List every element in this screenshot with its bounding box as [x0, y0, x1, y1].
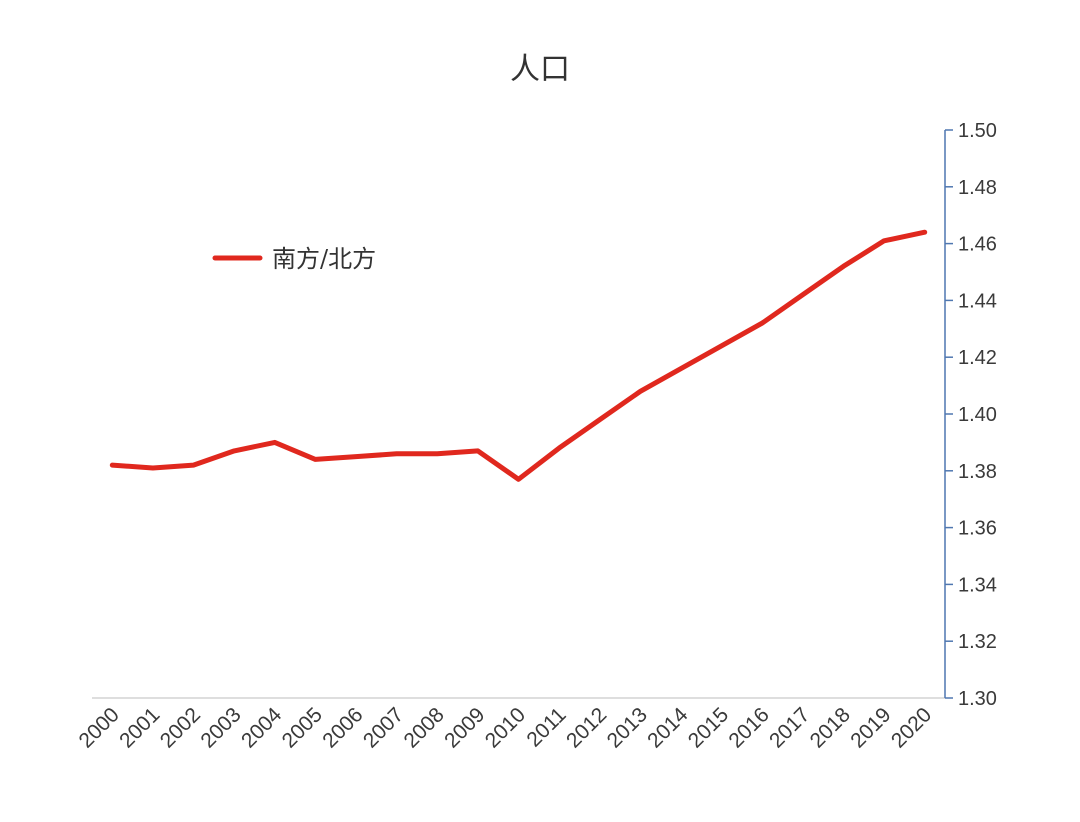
x-tick-label: 2013 — [603, 703, 652, 752]
y-axis-ticks: 1.30 1.32 1.34 1.36 1.38 1.40 1.42 1.44 1.46 1.48… — [945, 120, 997, 710]
y-tick-label: 1.38 — [958, 461, 997, 483]
x-tick-label: 2011 — [522, 703, 570, 751]
x-tick-label: 2007 — [359, 703, 408, 752]
x-tick-label: 2014 — [643, 703, 693, 753]
x-tick-label: 2006 — [318, 703, 367, 752]
x-tick-label: 2008 — [399, 703, 448, 752]
x-tick-label: 2003 — [196, 703, 245, 752]
y-tick-label: 1.48 — [958, 177, 997, 199]
x-tick-label: 2016 — [724, 703, 773, 752]
x-tick-label: 2015 — [684, 703, 733, 752]
y-tick-label: 1.40 — [958, 404, 997, 426]
y-tick-label: 1.36 — [958, 518, 997, 540]
series-line — [109, 229, 928, 482]
x-tick-label: 2017 — [765, 703, 814, 752]
y-tick-label: 1.50 — [958, 120, 997, 142]
x-tick-label: 2000 — [75, 703, 124, 752]
x-tick-label: 2012 — [562, 703, 611, 752]
y-tick-label: 1.30 — [958, 688, 997, 710]
chart-title: 人口 — [510, 52, 570, 87]
y-tick-label: 1.46 — [958, 234, 997, 256]
x-tick-label: 2020 — [887, 703, 936, 752]
x-tick-label: 2004 — [237, 703, 287, 753]
y-tick-label: 1.34 — [958, 574, 997, 596]
x-tick-label: 2001 — [115, 703, 164, 752]
legend-label: 南方/北方 — [272, 245, 376, 273]
x-tick-label: 2002 — [156, 703, 205, 752]
x-tick-label: 2018 — [806, 703, 855, 752]
y-tick-label: 1.44 — [958, 290, 997, 312]
x-axis-tick-labels: 2000200120022003200420052006200720082009… — [75, 703, 937, 753]
x-tick-label: 2005 — [278, 703, 327, 752]
x-tick-label: 2009 — [440, 703, 489, 752]
y-tick-label: 1.32 — [958, 631, 997, 653]
x-tick-label: 2019 — [846, 703, 895, 752]
y-tick-label: 1.42 — [958, 347, 997, 369]
legend: 南方/北方 — [212, 245, 376, 273]
x-tick-label: 2010 — [481, 703, 530, 752]
